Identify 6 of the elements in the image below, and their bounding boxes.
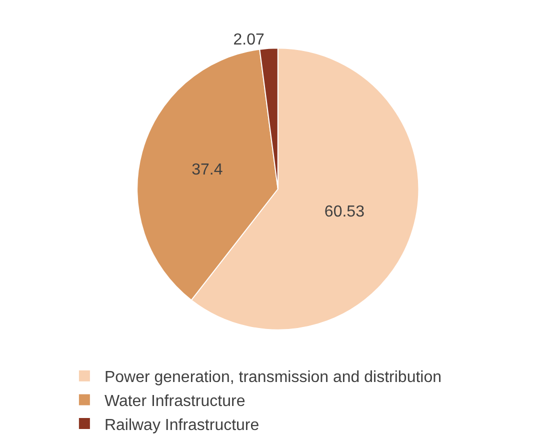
- legend-label: Power generation, transmission and distribution: [104, 369, 442, 386]
- data-label: 2.07: [233, 32, 264, 49]
- data-label: 37.4: [192, 161, 223, 178]
- data-label: 60.53: [324, 203, 365, 220]
- legend-label: Water Infrastructure: [104, 392, 246, 410]
- legend-label: Railway Infrastructure: [104, 416, 260, 434]
